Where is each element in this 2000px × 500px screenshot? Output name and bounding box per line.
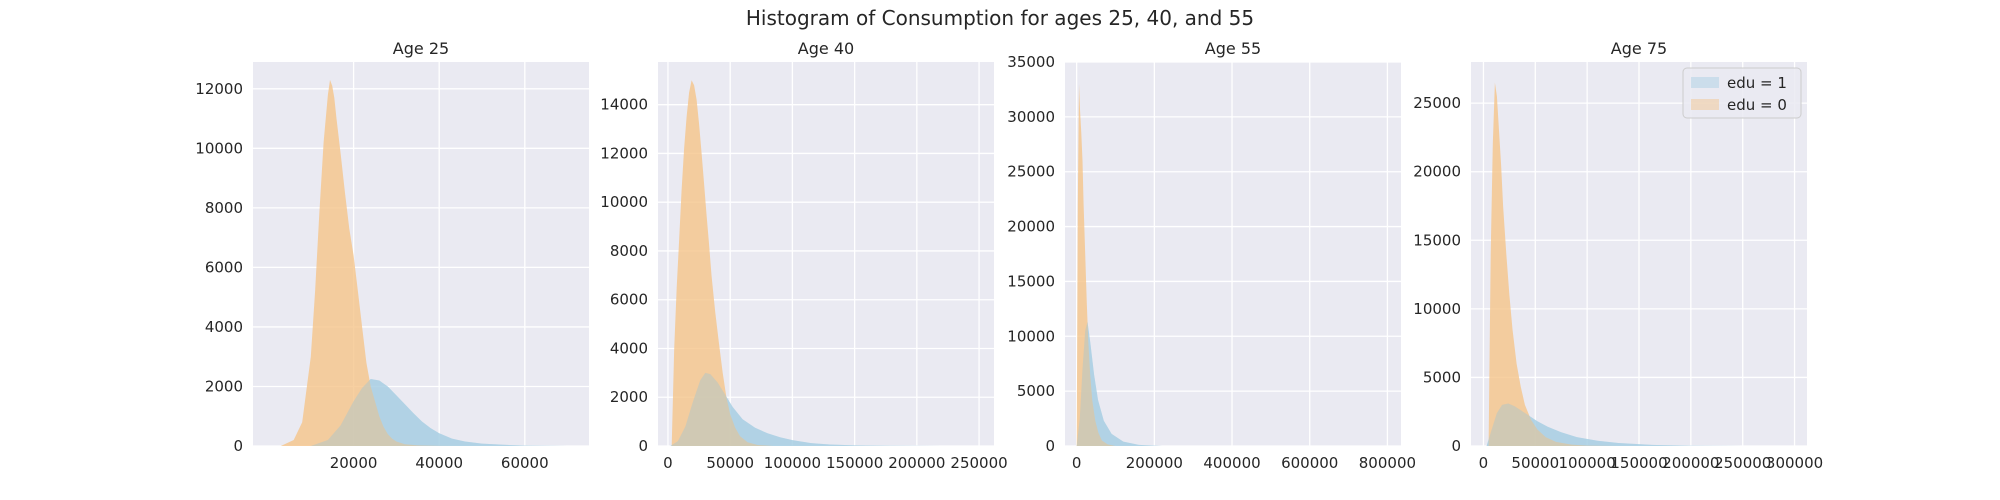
histogram-edu-0 bbox=[1488, 82, 1619, 446]
y-tick-label: 25000 bbox=[1413, 94, 1461, 112]
y-tick-label: 20000 bbox=[1413, 163, 1461, 181]
y-tick-label: 5000 bbox=[1423, 368, 1461, 386]
x-tick-label: 250000 bbox=[950, 454, 1007, 472]
histogram-edu-1-overlay bbox=[1076, 322, 1163, 446]
plot-area bbox=[1076, 83, 1163, 446]
x-tick-label: 50000 bbox=[706, 454, 754, 472]
histogram-edu-1-overlay bbox=[310, 379, 568, 446]
legend-box bbox=[1682, 67, 1802, 119]
histogram-edu-0 bbox=[1076, 83, 1116, 446]
plot-area bbox=[670, 80, 942, 446]
x-tick-label: 100000 bbox=[764, 454, 821, 472]
y-tick-label: 0 bbox=[1045, 437, 1055, 455]
x-tick-label: 0 bbox=[663, 454, 673, 472]
subplot-4: Age 750 50000 1000001500002000002500003000… bbox=[1413, 39, 1823, 472]
y-tick-label: 30000 bbox=[1007, 108, 1055, 126]
x-tick-label: 800000 bbox=[1359, 454, 1416, 472]
y-tick-label: 35000 bbox=[1007, 53, 1055, 71]
y-tick-label: 6000 bbox=[205, 258, 243, 276]
y-tick-label: 12000 bbox=[195, 80, 243, 98]
y-tick-label: 8000 bbox=[205, 199, 243, 217]
figure-title: Histogram of Consumption for ages 25, 40… bbox=[746, 6, 1254, 30]
x-tick-label: 20000 bbox=[330, 454, 378, 472]
legend-swatch bbox=[1691, 99, 1719, 110]
histogram-edu-1-overlay bbox=[1486, 403, 1743, 446]
y-tick-label: 0 bbox=[233, 437, 243, 455]
legend-swatch bbox=[1691, 77, 1719, 88]
x-tick-label: 60000 bbox=[501, 454, 549, 472]
x-tick-label: 150000 bbox=[826, 454, 883, 472]
y-tick-label: 10000 bbox=[600, 193, 648, 211]
subplot-title: Age 55 bbox=[1205, 39, 1261, 58]
x-tick-label: 100000 bbox=[1559, 454, 1616, 472]
y-tick-label: 4000 bbox=[610, 339, 648, 357]
legend-label: edu = 0 bbox=[1727, 96, 1787, 114]
x-tick-label: 200000 bbox=[888, 454, 945, 472]
subplot-title: Age 40 bbox=[798, 39, 854, 58]
subplot-1: Age 25 20000 40000 60000 0 2000 4000 6000 8000 10… bbox=[195, 39, 589, 472]
histogram-edu-0 bbox=[280, 79, 461, 446]
y-tick-label: 12000 bbox=[600, 144, 648, 162]
x-tick-label: 0 bbox=[1072, 454, 1082, 472]
subplot-title: Age 25 bbox=[393, 39, 449, 58]
y-tick-label: 15000 bbox=[1413, 231, 1461, 249]
y-tick-label: 10000 bbox=[1007, 327, 1055, 345]
y-tick-label: 0 bbox=[638, 437, 648, 455]
y-tick-label: 5000 bbox=[1017, 382, 1055, 400]
histogram-edu-1 bbox=[1486, 403, 1743, 446]
y-tick-label: 2000 bbox=[610, 388, 648, 406]
x-tick-label: 50000 bbox=[1511, 454, 1559, 472]
y-tick-label: 2000 bbox=[205, 377, 243, 395]
histogram-edu-0 bbox=[671, 80, 774, 446]
subplot-3: Age 55 0 200000 400000 600000 800000 0 5000 1000… bbox=[1007, 39, 1416, 472]
y-tick-label: 14000 bbox=[600, 96, 648, 114]
histogram-edu-1 bbox=[670, 372, 942, 446]
x-tick-label: 250000 bbox=[1714, 454, 1771, 472]
subplot-title: Age 75 bbox=[1611, 39, 1667, 58]
histogram-edu-1 bbox=[1076, 322, 1163, 446]
plot-area bbox=[280, 79, 568, 446]
plot-area bbox=[1486, 82, 1743, 446]
x-tick-label: 400000 bbox=[1203, 454, 1260, 472]
y-tick-label: 25000 bbox=[1007, 163, 1055, 181]
y-tick-label: 8000 bbox=[610, 242, 648, 260]
y-tick-label: 4000 bbox=[205, 318, 243, 336]
y-tick-label: 20000 bbox=[1007, 218, 1055, 236]
x-tick-label: 150000 bbox=[1610, 454, 1667, 472]
histogram-edu-1-overlay bbox=[670, 372, 942, 446]
x-tick-label: 600000 bbox=[1281, 454, 1338, 472]
y-tick-label: 6000 bbox=[610, 291, 648, 309]
plot-background bbox=[1065, 62, 1401, 446]
y-tick-label: 10000 bbox=[1413, 300, 1461, 318]
legend-label: edu = 1 bbox=[1727, 74, 1787, 92]
y-tick-label: 0 bbox=[1451, 437, 1461, 455]
legend: edu = 1 edu = 0 bbox=[1682, 67, 1802, 119]
y-tick-label: 15000 bbox=[1007, 272, 1055, 290]
x-tick-label: 300000 bbox=[1766, 454, 1823, 472]
x-tick-label: 40000 bbox=[415, 454, 463, 472]
subplot-2: Age 40 0 50000 100000 150000 200000 250000 0 200… bbox=[600, 39, 1007, 472]
x-tick-label: 200000 bbox=[1662, 454, 1719, 472]
plot-background bbox=[253, 62, 589, 446]
x-tick-label: 0 bbox=[1479, 454, 1489, 472]
x-tick-label: 200000 bbox=[1126, 454, 1183, 472]
y-tick-label: 10000 bbox=[195, 139, 243, 157]
